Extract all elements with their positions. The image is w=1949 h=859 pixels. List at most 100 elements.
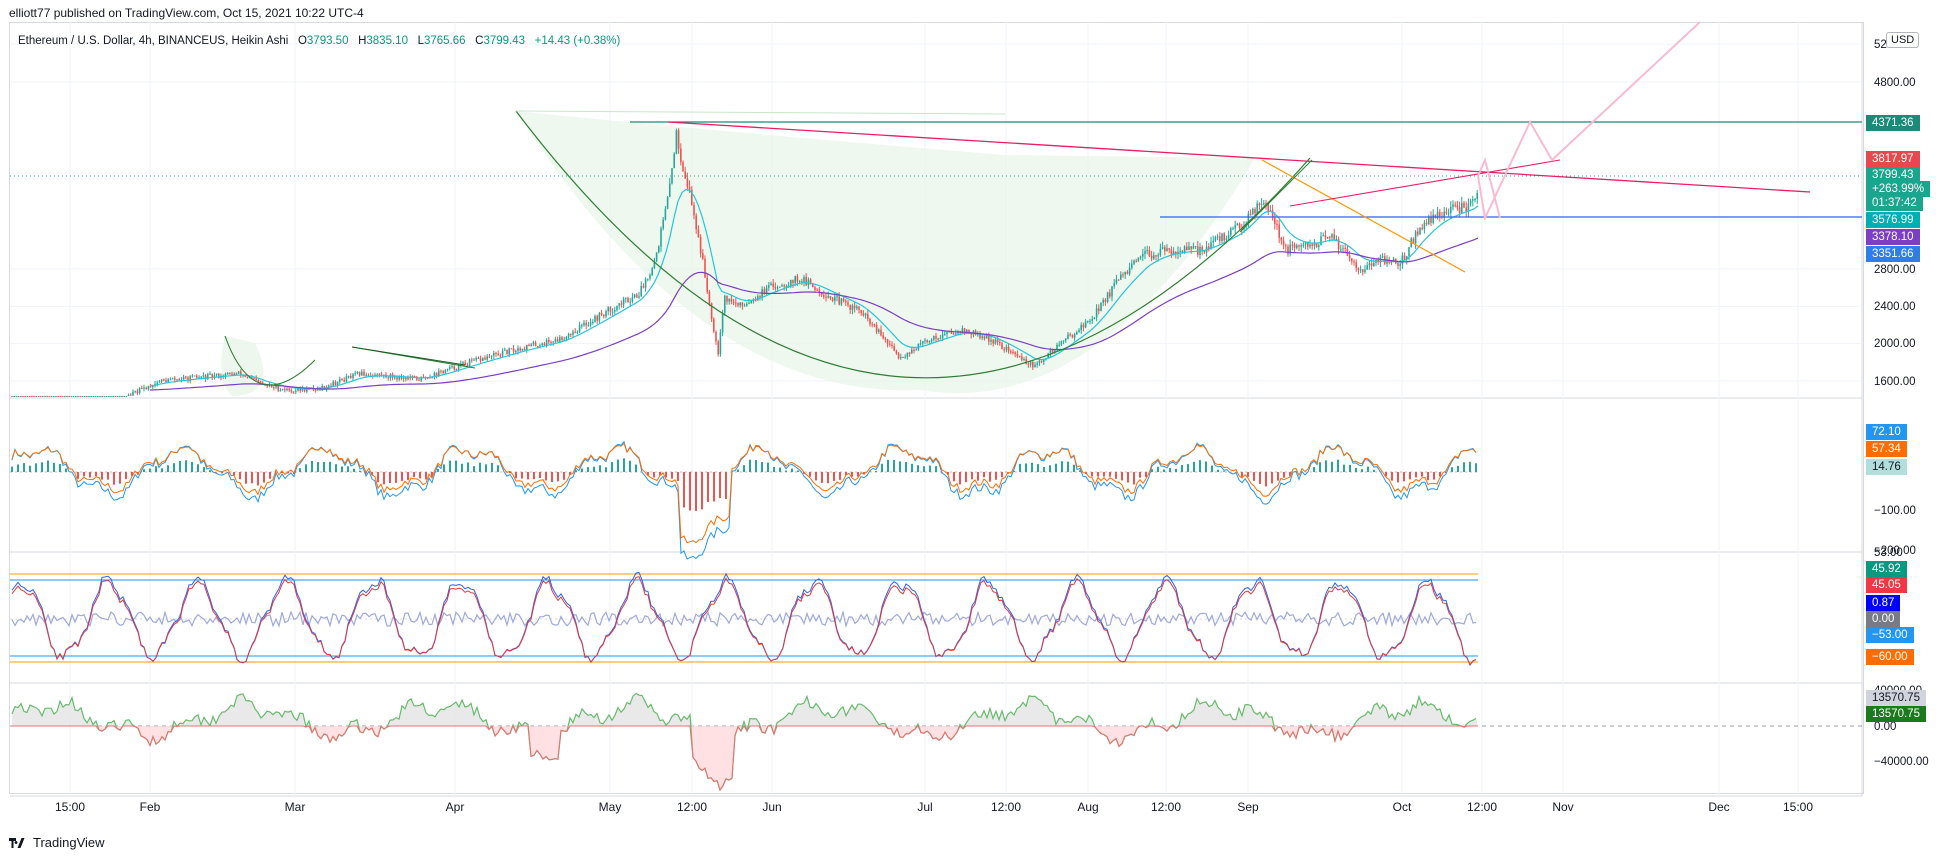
candle-body (625, 297, 627, 299)
candle-body (845, 301, 847, 303)
macd-histogram-bar (1427, 472, 1429, 481)
candle-body (684, 171, 686, 179)
candle-body (638, 296, 640, 298)
candle-body (1120, 274, 1122, 280)
time-tick-label: Jun (762, 800, 781, 814)
candle-body (691, 189, 693, 205)
candle-body (677, 130, 680, 149)
macd-histogram-bar (1181, 465, 1183, 472)
candle-body (1128, 267, 1131, 274)
macd-histogram-bar (1109, 472, 1111, 477)
candle-body (1362, 269, 1364, 273)
macd-histogram-bar (929, 465, 931, 472)
candle-body (1172, 251, 1175, 255)
candle-body (981, 336, 983, 339)
macd-histogram-bar (1475, 463, 1477, 472)
candle-body (1115, 279, 1118, 284)
candle-body (1474, 198, 1476, 200)
macd-histogram-bar (245, 472, 247, 484)
candle-body (862, 313, 865, 316)
falling-wedge-line (1261, 159, 1466, 273)
candle-body (774, 286, 777, 289)
candle-body (468, 359, 471, 366)
candle-body (1117, 279, 1120, 281)
flow-line-negative (12, 724, 1478, 792)
macd-histogram-bar (359, 470, 361, 472)
macd-histogram-bar (65, 468, 67, 472)
candle-body (1439, 211, 1441, 217)
candle-body (1443, 211, 1445, 218)
candle-body (1326, 237, 1329, 239)
candle-body (728, 298, 730, 302)
macd-histogram-bar (1031, 462, 1033, 472)
candle-body (1095, 308, 1098, 318)
candle-body (561, 337, 563, 340)
macd-histogram-bar (299, 468, 301, 472)
candle-body (160, 379, 163, 382)
candle-body (838, 296, 840, 305)
candle-body (31, 396, 33, 397)
candle-body (396, 377, 398, 380)
candle-body (1254, 209, 1256, 214)
macd-histogram-bar (911, 463, 913, 472)
candle-body (710, 303, 713, 320)
candle-body (13, 396, 15, 397)
candle-body (966, 329, 968, 332)
macd-histogram-bar (491, 462, 493, 472)
candle-body (1029, 361, 1032, 365)
candle-body (1197, 246, 1199, 256)
candle-body (295, 390, 297, 392)
candle-body (913, 349, 915, 351)
candle-body (963, 328, 966, 332)
macd-histogram-bar (1001, 472, 1003, 478)
candle-body (675, 130, 678, 154)
candle-body (596, 315, 598, 321)
cup-rim-line (515, 110, 1006, 115)
candle-body (134, 391, 136, 393)
candle-body (607, 307, 609, 312)
candle-body (257, 379, 260, 382)
macd-histogram-bar (173, 463, 175, 472)
candle-body (444, 370, 447, 374)
candle-body (600, 312, 603, 315)
candle-body (464, 362, 466, 366)
macd-histogram-bar (851, 472, 853, 477)
candle-body (803, 276, 805, 282)
macd-histogram-bar (479, 462, 481, 472)
candle-body (622, 298, 625, 305)
time-tick-label: Feb (140, 800, 161, 814)
candle-body (1304, 241, 1307, 245)
candle-body (1007, 346, 1010, 352)
candle-body (801, 281, 803, 283)
macd-histogram-bar (209, 470, 211, 472)
macd-histogram-bar (1211, 465, 1213, 472)
candle-body (1111, 286, 1113, 297)
candle-body (297, 387, 299, 391)
candle-body (719, 332, 722, 355)
candle-body (545, 339, 548, 346)
candle-body (350, 376, 352, 379)
macd-histogram-bar (533, 472, 535, 480)
candle-body (224, 374, 227, 377)
candle-body (354, 373, 356, 375)
candle-body (842, 298, 845, 302)
candle-body (39, 396, 42, 397)
candle-body (255, 378, 257, 380)
currency-button[interactable]: USD (1886, 32, 1920, 48)
candle-body (1038, 360, 1041, 364)
candle-body (935, 336, 937, 339)
candle-body (1271, 210, 1274, 218)
candle-body (116, 396, 119, 397)
osc-red-line (11, 576, 1477, 666)
candle-body (999, 342, 1001, 344)
macd-histogram-bar (473, 466, 475, 472)
macd-histogram-bar (701, 472, 703, 510)
candle-body (37, 396, 40, 397)
candle-body (1364, 269, 1366, 273)
candle-body (840, 298, 843, 305)
macd-histogram-bar (671, 472, 673, 479)
candle-body (730, 298, 733, 302)
time-tick-label: Dec (1708, 800, 1729, 814)
macd-histogram-bar (377, 472, 379, 483)
